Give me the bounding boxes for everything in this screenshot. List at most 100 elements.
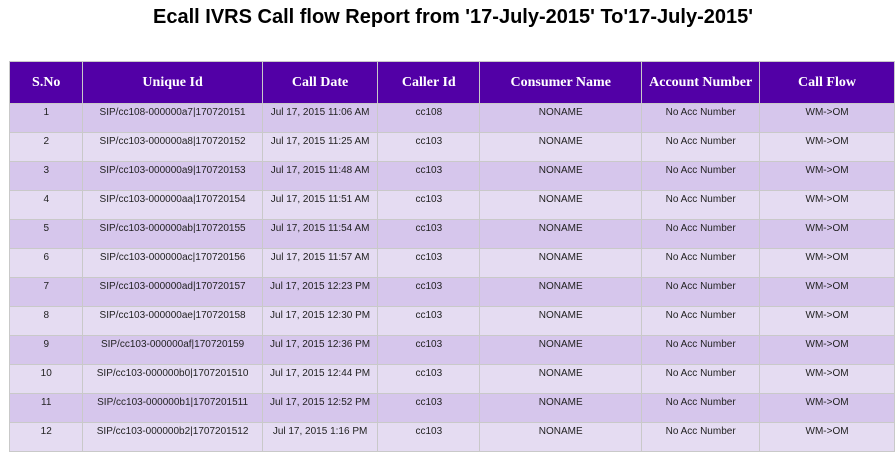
table-body: 1 SIP/cc108-000000a7|170720151 Jul 17, 201…: [10, 104, 894, 451]
unique-id-cell: SIP/cc103-000000af|170720159: [83, 336, 262, 364]
table-row: 4 SIP/cc103-000000aa|170720154 Jul 17, 201…: [10, 191, 894, 219]
table-row: 8 SIP/cc103-000000ae|170720158 Jul 17, 201…: [10, 307, 894, 335]
consumer-name-cell: NONAME: [480, 104, 642, 132]
call-flow-cell: WM->OM: [760, 162, 894, 190]
consumer-name-cell: NONAME: [480, 365, 642, 393]
caller-id-cell: cc103: [378, 307, 480, 335]
consumer-name-cell: NONAME: [480, 191, 642, 219]
call-date-cell: Jul 17, 2015 11:48 AM: [262, 162, 378, 190]
table-row: 2 SIP/cc103-000000a8|170720152 Jul 17, 201…: [10, 133, 894, 161]
sno-cell: 11: [10, 394, 83, 422]
caller-id-cell: cc103: [378, 133, 480, 161]
table-row: 12 SIP/cc103-000000b2|1707201512 Jul 17, 2…: [10, 423, 894, 451]
call-flow-cell: WM->OM: [760, 191, 894, 219]
call-flow-cell: WM->OM: [760, 220, 894, 248]
consumer-name-cell: NONAME: [480, 162, 642, 190]
call-flow-cell: WM->OM: [760, 104, 894, 132]
call-flow-report-table: S.No Unique Id Call Date Caller Id Consu…: [9, 61, 895, 452]
call-date-cell: Jul 17, 2015 12:52 PM: [262, 394, 378, 422]
table-row: 9 SIP/cc103-000000af|170720159 Jul 17, 201…: [10, 336, 894, 364]
call-date-cell: Jul 17, 2015 12:23 PM: [262, 278, 378, 306]
unique-id-cell: SIP/cc103-000000a9|170720153: [83, 162, 262, 190]
caller-id-cell: cc103: [378, 394, 480, 422]
call-flow-cell: WM->OM: [760, 133, 894, 161]
unique-id-cell: SIP/cc103-000000b2|1707201512: [83, 423, 262, 451]
account-number-cell: No Acc Number: [642, 394, 760, 422]
unique-id-cell: SIP/cc103-000000aa|170720154: [83, 191, 262, 219]
sno-cell: 8: [10, 307, 83, 335]
sno-cell: 12: [10, 423, 83, 451]
column-header-call-flow: Call Flow: [760, 62, 894, 103]
sno-cell: 4: [10, 191, 83, 219]
call-flow-cell: WM->OM: [760, 394, 894, 422]
caller-id-cell: cc103: [378, 336, 480, 364]
account-number-cell: No Acc Number: [642, 104, 760, 132]
caller-id-cell: cc103: [378, 423, 480, 451]
consumer-name-cell: NONAME: [480, 278, 642, 306]
account-number-cell: No Acc Number: [642, 365, 760, 393]
call-date-cell: Jul 17, 2015 11:57 AM: [262, 249, 378, 277]
sno-cell: 1: [10, 104, 83, 132]
consumer-name-cell: NONAME: [480, 336, 642, 364]
sno-cell: 2: [10, 133, 83, 161]
account-number-cell: No Acc Number: [642, 191, 760, 219]
consumer-name-cell: NONAME: [480, 220, 642, 248]
column-header-sno: S.No: [10, 62, 83, 103]
unique-id-cell: SIP/cc103-000000ad|170720157: [83, 278, 262, 306]
unique-id-cell: SIP/cc103-000000a8|170720152: [83, 133, 262, 161]
unique-id-cell: SIP/cc103-000000b1|1707201511: [83, 394, 262, 422]
table-row: 5 SIP/cc103-000000ab|170720155 Jul 17, 201…: [10, 220, 894, 248]
caller-id-cell: cc103: [378, 162, 480, 190]
unique-id-cell: SIP/cc103-000000ac|170720156: [83, 249, 262, 277]
call-flow-cell: WM->OM: [760, 365, 894, 393]
table-row: 10 SIP/cc103-000000b0|1707201510 Jul 17, 2…: [10, 365, 894, 393]
account-number-cell: No Acc Number: [642, 249, 760, 277]
table-row: 7 SIP/cc103-000000ad|170720157 Jul 17, 201…: [10, 278, 894, 306]
consumer-name-cell: NONAME: [480, 307, 642, 335]
account-number-cell: No Acc Number: [642, 423, 760, 451]
sno-cell: 9: [10, 336, 83, 364]
column-header-unique-id: Unique Id: [83, 62, 262, 103]
sno-cell: 5: [10, 220, 83, 248]
call-date-cell: Jul 17, 2015 11:06 AM: [262, 104, 378, 132]
table-row: 1 SIP/cc108-000000a7|170720151 Jul 17, 201…: [10, 104, 894, 132]
call-flow-cell: WM->OM: [760, 423, 894, 451]
call-date-cell: Jul 17, 2015 11:51 AM: [262, 191, 378, 219]
sno-cell: 3: [10, 162, 83, 190]
call-date-cell: Jul 17, 2015 11:25 AM: [262, 133, 378, 161]
call-date-cell: Jul 17, 2015 12:30 PM: [262, 307, 378, 335]
table-row: 6 SIP/cc103-000000ac|170720156 Jul 17, 201…: [10, 249, 894, 277]
sno-cell: 7: [10, 278, 83, 306]
caller-id-cell: cc108: [378, 104, 480, 132]
account-number-cell: No Acc Number: [642, 162, 760, 190]
column-header-caller-id: Caller Id: [378, 62, 480, 103]
consumer-name-cell: NONAME: [480, 394, 642, 422]
unique-id-cell: SIP/cc108-000000a7|170720151: [83, 104, 262, 132]
caller-id-cell: cc103: [378, 191, 480, 219]
table-header-row: S.No Unique Id Call Date Caller Id Consu…: [10, 62, 894, 103]
call-flow-cell: WM->OM: [760, 307, 894, 335]
call-date-cell: Jul 17, 2015 12:44 PM: [262, 365, 378, 393]
call-flow-cell: WM->OM: [760, 278, 894, 306]
call-date-cell: Jul 17, 2015 1:16 PM: [262, 423, 378, 451]
account-number-cell: No Acc Number: [642, 336, 760, 364]
caller-id-cell: cc103: [378, 278, 480, 306]
consumer-name-cell: NONAME: [480, 133, 642, 161]
column-header-call-date: Call Date: [262, 62, 378, 103]
column-header-consumer-name: Consumer Name: [480, 62, 642, 103]
call-flow-cell: WM->OM: [760, 336, 894, 364]
consumer-name-cell: NONAME: [480, 249, 642, 277]
consumer-name-cell: NONAME: [480, 423, 642, 451]
sno-cell: 10: [10, 365, 83, 393]
table-row: 3 SIP/cc103-000000a9|170720153 Jul 17, 201…: [10, 162, 894, 190]
account-number-cell: No Acc Number: [642, 307, 760, 335]
sno-cell: 6: [10, 249, 83, 277]
caller-id-cell: cc103: [378, 220, 480, 248]
account-number-cell: No Acc Number: [642, 133, 760, 161]
call-date-cell: Jul 17, 2015 11:54 AM: [262, 220, 378, 248]
caller-id-cell: cc103: [378, 365, 480, 393]
caller-id-cell: cc103: [378, 249, 480, 277]
account-number-cell: No Acc Number: [642, 278, 760, 306]
column-header-account-number: Account Number: [642, 62, 760, 103]
unique-id-cell: SIP/cc103-000000b0|1707201510: [83, 365, 262, 393]
